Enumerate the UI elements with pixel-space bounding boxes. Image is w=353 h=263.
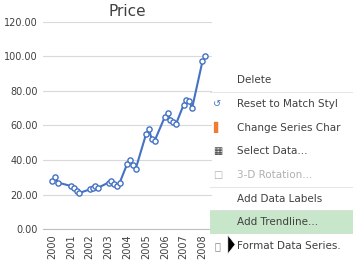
Point (149, 137, 155, 141)
Point (95, 186, 101, 190)
Text: ↺: ↺ (213, 99, 222, 109)
Point (181, 103, 186, 107)
Text: □: □ (213, 170, 222, 180)
Point (162, 115, 168, 119)
Point (199, 59, 205, 64)
Point (165, 111, 170, 115)
Point (111, 182, 117, 186)
Text: Add Trendline...: Add Trendline... (237, 217, 318, 227)
Point (52, 175, 58, 179)
Point (68, 184, 74, 188)
Point (71, 186, 77, 190)
Point (74, 189, 79, 193)
FancyBboxPatch shape (210, 210, 353, 234)
Point (125, 161, 130, 166)
Point (202, 54, 208, 58)
Point (152, 139, 157, 143)
Text: Delete: Delete (237, 75, 271, 85)
Polygon shape (228, 235, 235, 254)
Title: Price: Price (108, 4, 146, 19)
Text: Add Data Labels: Add Data Labels (237, 194, 322, 204)
Point (170, 120, 176, 124)
Text: ⧉: ⧉ (215, 241, 220, 251)
Point (146, 127, 152, 131)
Text: Change Series Char: Change Series Char (237, 123, 340, 133)
Point (189, 106, 195, 110)
Point (55, 180, 61, 185)
Point (173, 122, 179, 126)
Point (77, 191, 82, 195)
Point (133, 166, 139, 171)
Point (106, 180, 111, 185)
Point (114, 184, 120, 188)
Point (92, 184, 98, 188)
Point (49, 179, 55, 183)
Text: ▌: ▌ (213, 122, 222, 133)
Text: ▦: ▦ (213, 146, 222, 156)
Point (143, 132, 149, 136)
Point (184, 97, 189, 102)
Point (117, 180, 122, 185)
Point (168, 118, 173, 122)
Point (127, 158, 133, 162)
Text: Select Data...: Select Data... (237, 146, 307, 156)
Point (90, 186, 95, 190)
Text: 3-D Rotation...: 3-D Rotation... (237, 170, 312, 180)
Text: Reset to Match Styl: Reset to Match Styl (237, 99, 337, 109)
Point (130, 163, 136, 167)
Point (87, 187, 92, 191)
Text: Format Data Series.: Format Data Series. (237, 241, 341, 251)
Point (108, 179, 114, 183)
Point (186, 99, 192, 103)
